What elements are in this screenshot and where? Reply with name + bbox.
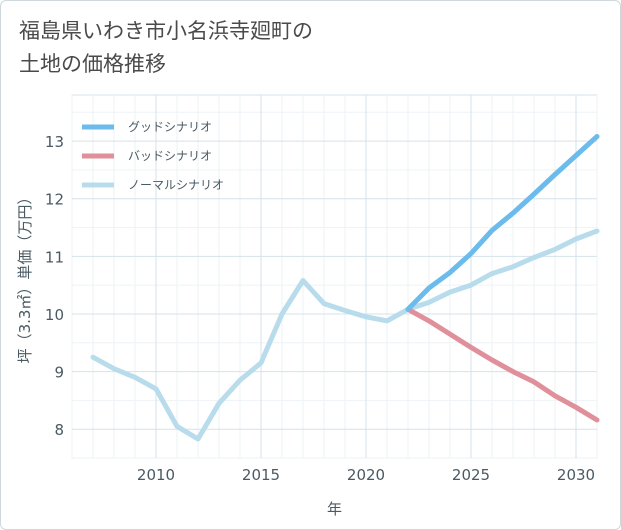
- y-tick-label: 12: [45, 191, 64, 209]
- legend-item-bad[interactable]: バッドシナリオ: [82, 149, 212, 163]
- legend-item-normal[interactable]: ノーマルシナリオ: [82, 178, 224, 192]
- y-tick-labels: 8 9 10 11 12 13: [45, 133, 64, 439]
- legend-label: バッドシナリオ: [128, 149, 212, 163]
- legend-label: ノーマルシナリオ: [128, 178, 224, 192]
- x-axis-title: 年: [327, 500, 342, 518]
- x-tick-label: 2010: [137, 466, 175, 484]
- legend-label: グッドシナリオ: [128, 120, 212, 134]
- x-tick-label: 2015: [242, 466, 280, 484]
- x-tick-label: 2020: [347, 466, 385, 484]
- y-tick-label: 10: [45, 306, 64, 324]
- series-line-bad: [405, 306, 600, 423]
- series-line-normal: [90, 228, 600, 442]
- y-tick-label: 8: [54, 421, 64, 439]
- x-tick-label: 2025: [452, 466, 490, 484]
- chart-title: 福島県いわき市小名浜寺廻町の 土地の価格推移: [19, 19, 313, 76]
- series-line-good: [405, 134, 600, 312]
- series-lines: [90, 134, 600, 442]
- legend-item-good[interactable]: グッドシナリオ: [82, 120, 212, 134]
- y-axis-title: 坪（3.3㎡）単価（万円）: [16, 190, 34, 364]
- y-tick-label: 9: [54, 364, 64, 382]
- y-tick-label: 13: [45, 133, 64, 151]
- x-tick-label: 2030: [557, 466, 595, 484]
- y-tick-label: 11: [45, 248, 64, 266]
- x-tick-labels: 2010 2015 2020 2025 2030: [137, 466, 595, 484]
